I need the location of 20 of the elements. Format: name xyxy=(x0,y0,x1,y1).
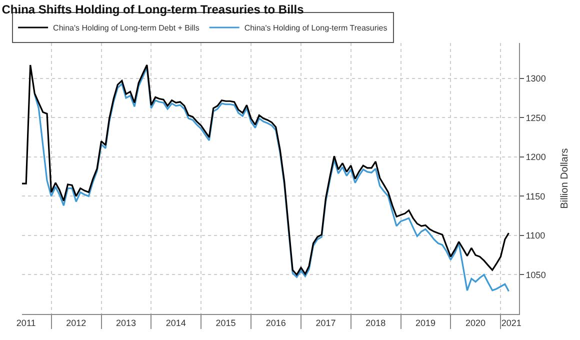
x-tick-label: 2019 xyxy=(415,318,436,328)
y-tick-label: 1150 xyxy=(526,191,546,202)
x-tick-label: 2014 xyxy=(166,318,186,328)
y-tick-label: 1050 xyxy=(526,270,546,280)
y-tick-label: 1200 xyxy=(526,152,546,162)
x-tick-label: 2021 xyxy=(501,318,522,328)
x-tick-label: 2012 xyxy=(66,318,86,328)
y-axis-title: Billion Dollars xyxy=(559,148,570,209)
x-tick-label: 2015 xyxy=(216,318,236,328)
y-tick-label: 1250 xyxy=(526,112,546,123)
legend-label: China's Holding of Long-term Treasuries xyxy=(244,24,388,33)
legend-label: China's Holding of Long-term Debt + Bills xyxy=(53,24,200,33)
x-tick-label: 2020 xyxy=(466,318,486,328)
x-tick-label: 2011 xyxy=(16,318,36,328)
x-tick-label: 2013 xyxy=(116,318,136,328)
x-tick-label: 2016 xyxy=(266,318,286,328)
x-tick-label: 2018 xyxy=(366,318,386,328)
y-tick-label: 1300 xyxy=(526,74,546,84)
x-tick-label: 2017 xyxy=(316,318,336,328)
y-tick-label: 1100 xyxy=(526,230,546,241)
